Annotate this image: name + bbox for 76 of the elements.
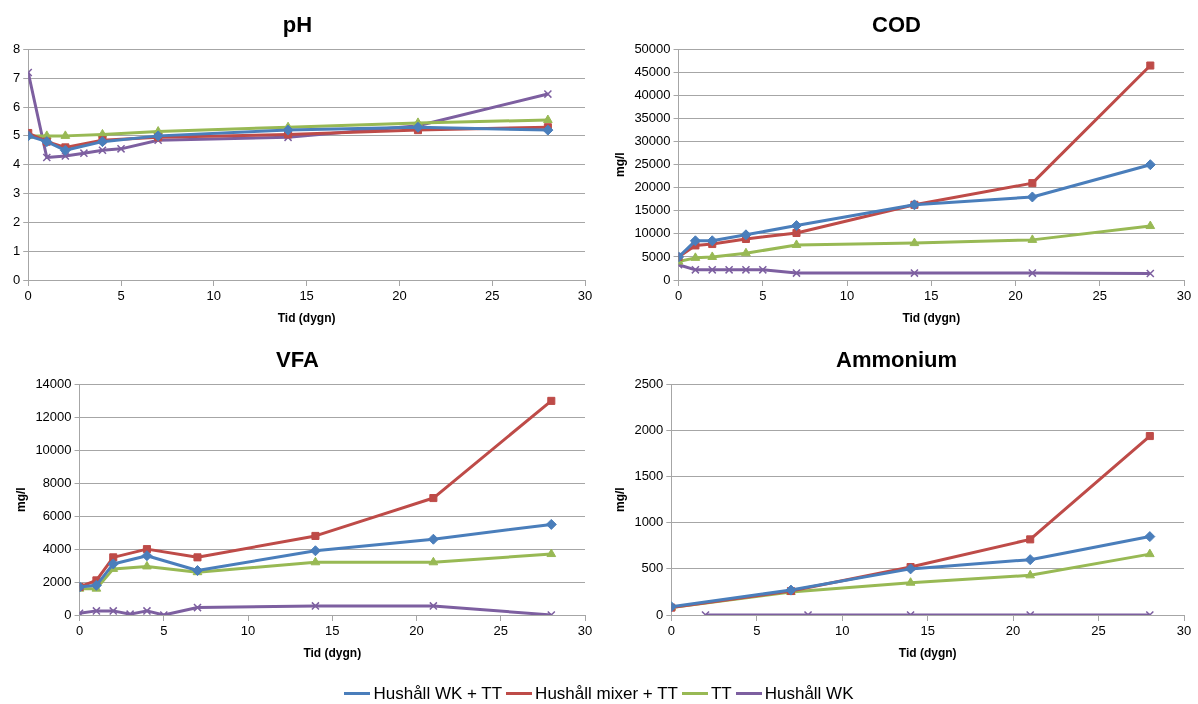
y-tick-label: 1000 bbox=[634, 514, 664, 530]
y-tick-label: 7 bbox=[13, 69, 21, 85]
x-tick-label: 20 bbox=[1005, 623, 1021, 639]
y-tick-label: 50000 bbox=[634, 40, 671, 56]
y-tick-label: 4000 bbox=[42, 540, 72, 556]
x-tick-label: 15 bbox=[325, 623, 340, 639]
y-tick-label: 8000 bbox=[42, 474, 72, 490]
y-tick-label: 20000 bbox=[634, 179, 671, 195]
x-tick-label: 0 bbox=[24, 288, 32, 304]
y-tick-label: 1500 bbox=[634, 468, 664, 484]
legend-label: Hushåll WK bbox=[764, 683, 854, 704]
x-tick-label: 10 bbox=[206, 288, 222, 304]
y-tick-label: 10000 bbox=[634, 225, 671, 241]
y-tick-label: 35000 bbox=[634, 110, 671, 126]
y-tick-label: 1 bbox=[13, 242, 21, 258]
y-tick-label: 8 bbox=[13, 40, 21, 56]
y-tick-label: 10000 bbox=[35, 441, 72, 457]
y-tick-label: 2 bbox=[13, 213, 21, 229]
x-axis-title: Tid (dygn) bbox=[277, 311, 336, 326]
x-tick-label: 0 bbox=[674, 288, 683, 304]
y-tick-label: 2000 bbox=[634, 422, 664, 438]
x-tick-label: 5 bbox=[117, 288, 125, 304]
x-axis-title: Tid (dygn) bbox=[902, 311, 961, 326]
x-tick-label: 15 bbox=[299, 288, 314, 304]
y-tick-label: 0 bbox=[13, 271, 21, 287]
y-tick-label: 15000 bbox=[634, 202, 671, 218]
y-tick-label: 0 bbox=[663, 271, 671, 287]
x-tick-label: 10 bbox=[839, 288, 855, 304]
y-tick-label: 2500 bbox=[634, 375, 664, 391]
chart-title: Ammonium bbox=[836, 347, 957, 373]
y-tick-label: 25000 bbox=[634, 156, 671, 172]
y-tick-label: 45000 bbox=[634, 64, 671, 80]
y-tick-label: 500 bbox=[641, 560, 664, 576]
x-tick-label: 25 bbox=[493, 623, 508, 639]
x-tick-label: 30 bbox=[1176, 623, 1192, 639]
x-tick-label: 15 bbox=[920, 623, 935, 639]
chart-title: COD bbox=[872, 12, 921, 38]
legend-label: Hushåll mixer + TT bbox=[535, 683, 678, 704]
y-tick-label: 14000 bbox=[35, 375, 72, 391]
x-tick-label: 25 bbox=[1091, 623, 1106, 639]
y-tick-label: 6000 bbox=[42, 507, 72, 523]
x-tick-label: 20 bbox=[409, 623, 424, 639]
x-axis-title: Tid (dygn) bbox=[303, 646, 362, 661]
x-tick-label: 5 bbox=[753, 623, 761, 639]
x-tick-label: 5 bbox=[759, 288, 767, 304]
x-tick-label: 15 bbox=[924, 288, 939, 304]
y-tick-label: 40000 bbox=[634, 87, 671, 103]
x-tick-label: 20 bbox=[392, 288, 407, 304]
x-tick-label: 5 bbox=[160, 623, 168, 639]
x-tick-label: 10 bbox=[834, 623, 850, 639]
legend-label: Hushåll WK + TT bbox=[373, 683, 503, 704]
legend-label: TT bbox=[710, 683, 732, 704]
x-tick-label: 10 bbox=[240, 623, 256, 639]
y-tick-label: 0 bbox=[656, 606, 664, 622]
y-tick-label: 6 bbox=[13, 98, 21, 114]
x-tick-label: 30 bbox=[577, 288, 593, 304]
x-tick-label: 30 bbox=[577, 623, 593, 639]
chart-title: VFA bbox=[276, 347, 319, 373]
y-tick-label: 4 bbox=[13, 156, 21, 172]
y-tick-label: 2000 bbox=[42, 573, 72, 589]
chart-title: pH bbox=[282, 12, 313, 38]
x-tick-label: 25 bbox=[484, 288, 500, 304]
x-axis-title: Tid (dygn) bbox=[898, 646, 957, 661]
x-tick-label: 25 bbox=[1092, 288, 1107, 304]
y-tick-label: 12000 bbox=[35, 408, 72, 424]
y-axis-title: mg/l bbox=[612, 487, 627, 513]
x-tick-label: 30 bbox=[1176, 288, 1192, 304]
y-tick-label: 5000 bbox=[641, 248, 671, 264]
y-axis-title: mg/l bbox=[13, 487, 28, 513]
x-tick-label: 20 bbox=[1008, 288, 1023, 304]
y-tick-label: 0 bbox=[64, 606, 72, 622]
x-tick-label: 0 bbox=[75, 623, 84, 639]
y-tick-label: 30000 bbox=[634, 133, 671, 149]
y-axis-title: mg/l bbox=[612, 152, 627, 178]
y-tick-label: 3 bbox=[13, 185, 21, 201]
y-tick-label: 5 bbox=[13, 127, 21, 143]
